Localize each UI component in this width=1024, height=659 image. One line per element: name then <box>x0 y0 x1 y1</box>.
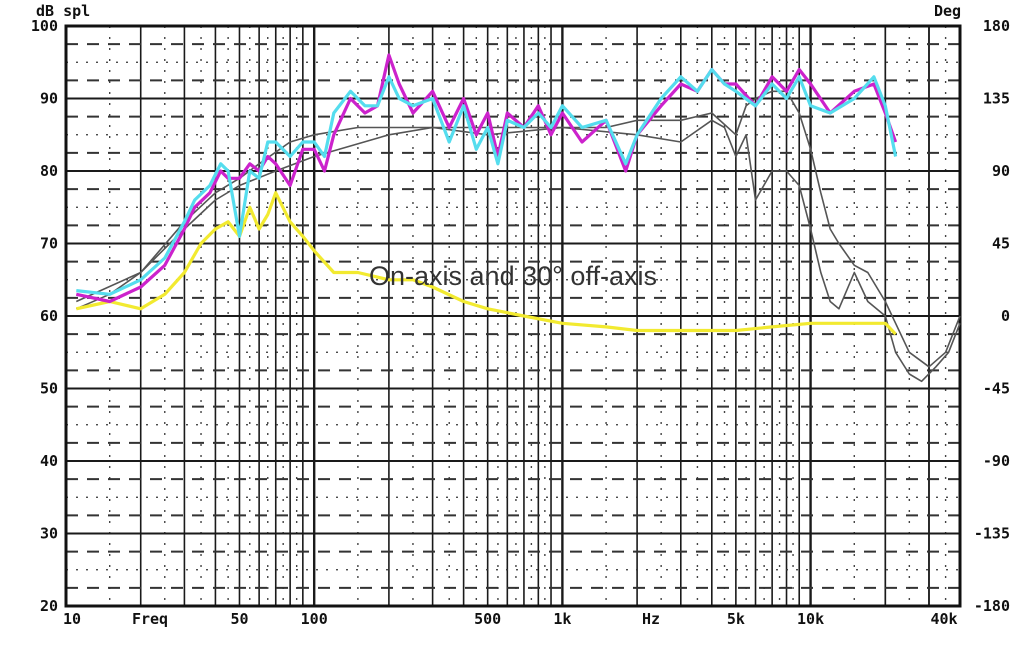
y2-tick-label: 45 <box>992 235 1010 253</box>
y-tick-label: 80 <box>40 162 58 180</box>
y-tick-label: 40 <box>40 452 58 470</box>
y2-tick-label: -45 <box>983 380 1010 398</box>
x-tick-label: 5k <box>727 610 745 628</box>
x-tick-label: 10 <box>63 610 81 628</box>
x-axis-title: Freq <box>132 610 168 628</box>
plot-grid <box>64 24 962 608</box>
right-axis-title: Deg <box>934 2 961 20</box>
y-tick-label: 30 <box>40 525 58 543</box>
y2-tick-label: 135 <box>983 90 1010 108</box>
y-tick-label: 90 <box>40 90 58 108</box>
series-line-2 <box>76 67 898 296</box>
left-axis-title: dB spl <box>36 2 90 20</box>
tick-labels: 100 90 80 70 60 50 40 30 20 180 135 90 45 0 -45 -90 -135… <box>31 17 1010 628</box>
x-tick-label: 10k <box>797 610 824 628</box>
y2-tick-label: 180 <box>983 17 1010 35</box>
y-tick-label: 100 <box>31 17 58 35</box>
x-tick-label: 50 <box>230 610 248 628</box>
y2-tick-label: 0 <box>1001 307 1010 325</box>
y-tick-label: 70 <box>40 235 58 253</box>
annotation-text: On-axis and 30° off-axis <box>369 261 657 291</box>
y2-tick-label: -180 <box>974 597 1010 615</box>
y-tick-label: 20 <box>40 597 58 615</box>
y2-tick-label: -90 <box>983 452 1010 470</box>
x-axis-unit: Hz <box>642 610 660 628</box>
y2-tick-label: 90 <box>992 162 1010 180</box>
y-tick-label: 50 <box>40 380 58 398</box>
y2-tick-label: -135 <box>974 525 1010 543</box>
x-tick-label: 1k <box>553 610 571 628</box>
series-line-3 <box>75 191 897 336</box>
x-tick-label: 40k <box>930 610 957 628</box>
x-tick-label: 500 <box>474 610 501 628</box>
series-line-5 <box>75 119 961 383</box>
series-layer <box>75 53 961 383</box>
x-tick-label: 100 <box>301 610 328 628</box>
y-tick-label: 60 <box>40 307 58 325</box>
